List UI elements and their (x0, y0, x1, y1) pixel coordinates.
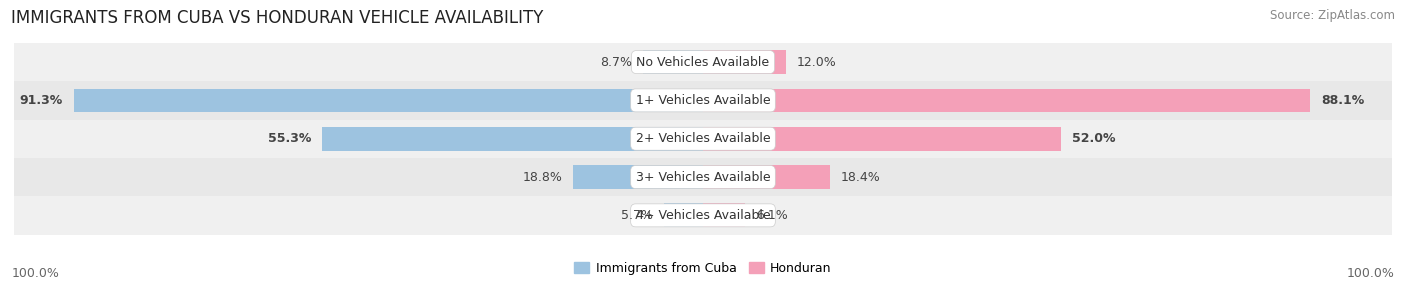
Text: 8.7%: 8.7% (600, 55, 633, 69)
Text: 12.0%: 12.0% (797, 55, 837, 69)
Bar (643, 50, 703, 74)
Bar (574, 165, 703, 189)
Text: 1+ Vehicles Available: 1+ Vehicles Available (636, 94, 770, 107)
Bar (703, 203, 745, 227)
Bar (322, 127, 703, 151)
Text: 18.8%: 18.8% (523, 170, 562, 184)
Legend: Immigrants from Cuba, Honduran: Immigrants from Cuba, Honduran (569, 257, 837, 280)
Bar (14, 43, 1392, 81)
Text: IMMIGRANTS FROM CUBA VS HONDURAN VEHICLE AVAILABILITY: IMMIGRANTS FROM CUBA VS HONDURAN VEHICLE… (11, 9, 544, 27)
Text: 88.1%: 88.1% (1322, 94, 1364, 107)
Bar (75, 88, 703, 112)
Text: 55.3%: 55.3% (267, 132, 311, 145)
Bar (14, 196, 1392, 235)
Bar (703, 165, 830, 189)
Text: 2+ Vehicles Available: 2+ Vehicles Available (636, 132, 770, 145)
Text: 18.4%: 18.4% (841, 170, 880, 184)
Bar (703, 88, 1310, 112)
Bar (14, 81, 1392, 120)
Text: 5.7%: 5.7% (620, 209, 652, 222)
Text: Source: ZipAtlas.com: Source: ZipAtlas.com (1270, 9, 1395, 21)
Text: 4+ Vehicles Available: 4+ Vehicles Available (636, 209, 770, 222)
Text: 6.1%: 6.1% (756, 209, 787, 222)
Text: 91.3%: 91.3% (20, 94, 63, 107)
Text: 52.0%: 52.0% (1073, 132, 1116, 145)
Text: No Vehicles Available: No Vehicles Available (637, 55, 769, 69)
Bar (703, 127, 1062, 151)
Bar (664, 203, 703, 227)
Text: 3+ Vehicles Available: 3+ Vehicles Available (636, 170, 770, 184)
Text: 100.0%: 100.0% (11, 267, 59, 280)
Bar (14, 120, 1392, 158)
Bar (703, 50, 786, 74)
Bar (14, 158, 1392, 196)
Text: 100.0%: 100.0% (1347, 267, 1395, 280)
